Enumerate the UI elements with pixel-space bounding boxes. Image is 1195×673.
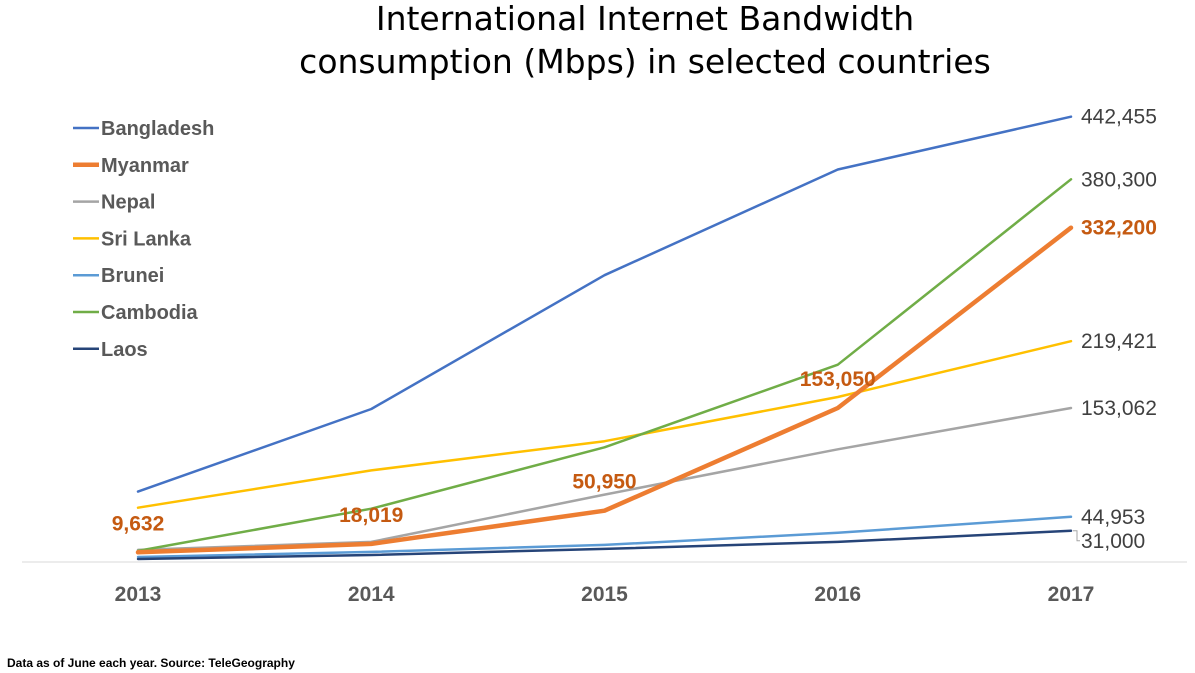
end-label-myanmar: 332,200 [1081, 217, 1157, 240]
chart-title-line-1: International Internet Bandwidth [376, 0, 914, 38]
legend-label-cambodia: Cambodia [101, 302, 199, 324]
end-label-bangladesh: 442,455 [1081, 106, 1157, 129]
end-label-nepal: 153,062 [1081, 397, 1157, 420]
series-line-cambodia [136, 178, 1073, 553]
data-labels: 9,632 18,019 50,950 153,050 [112, 368, 876, 535]
data-label-myanmar-2016: 153,050 [800, 368, 876, 391]
legend-label-sri-lanka: Sri Lanka [101, 228, 192, 250]
series-line-bangladesh [136, 115, 1073, 493]
x-axis-tick-labels: 2013 2014 2015 2016 2017 [115, 583, 1095, 606]
x-tick-label-2015: 2015 [581, 583, 628, 606]
series-end-labels: 442,455 380,300 332,200 219,421 153,062 44,95… [1073, 106, 1157, 553]
legend-label-nepal: Nepal [101, 192, 155, 214]
x-tick-label-2016: 2016 [814, 583, 861, 606]
leader-line-laos [1073, 530, 1080, 542]
series-lines [135, 115, 1074, 561]
chart-title-line-2: consumption (Mbps) in selected countries [299, 42, 991, 81]
end-label-brunei: 44,953 [1081, 506, 1145, 529]
footnote: Data as of June each year. Source: TeleG… [7, 656, 295, 670]
chart-title: International Internet Bandwidth consump… [299, 0, 991, 81]
end-label-sri-lanka: 219,421 [1081, 330, 1157, 353]
legend-label-laos: Laos [101, 339, 148, 361]
data-label-myanmar-2014: 18,019 [339, 504, 403, 527]
series-line-myanmar [135, 225, 1074, 555]
end-label-laos: 31,000 [1081, 530, 1145, 553]
x-tick-label-2014: 2014 [348, 583, 395, 606]
data-label-myanmar-2013: 9,632 [112, 512, 165, 535]
legend-label-brunei: Brunei [101, 265, 164, 287]
legend-label-bangladesh: Bangladesh [101, 118, 214, 140]
legend: Bangladesh Myanmar Nepal Sri Lanka Brunei Cam… [73, 118, 214, 361]
series-line-brunei [136, 515, 1073, 559]
legend-label-myanmar: Myanmar [101, 155, 189, 177]
series-line-laos [136, 529, 1073, 561]
x-tick-label-2017: 2017 [1048, 583, 1095, 606]
data-label-myanmar-2015: 50,950 [572, 471, 636, 494]
x-tick-label-2013: 2013 [115, 583, 162, 606]
end-label-cambodia: 380,300 [1081, 168, 1157, 191]
series-line-sri-lanka [136, 339, 1073, 509]
